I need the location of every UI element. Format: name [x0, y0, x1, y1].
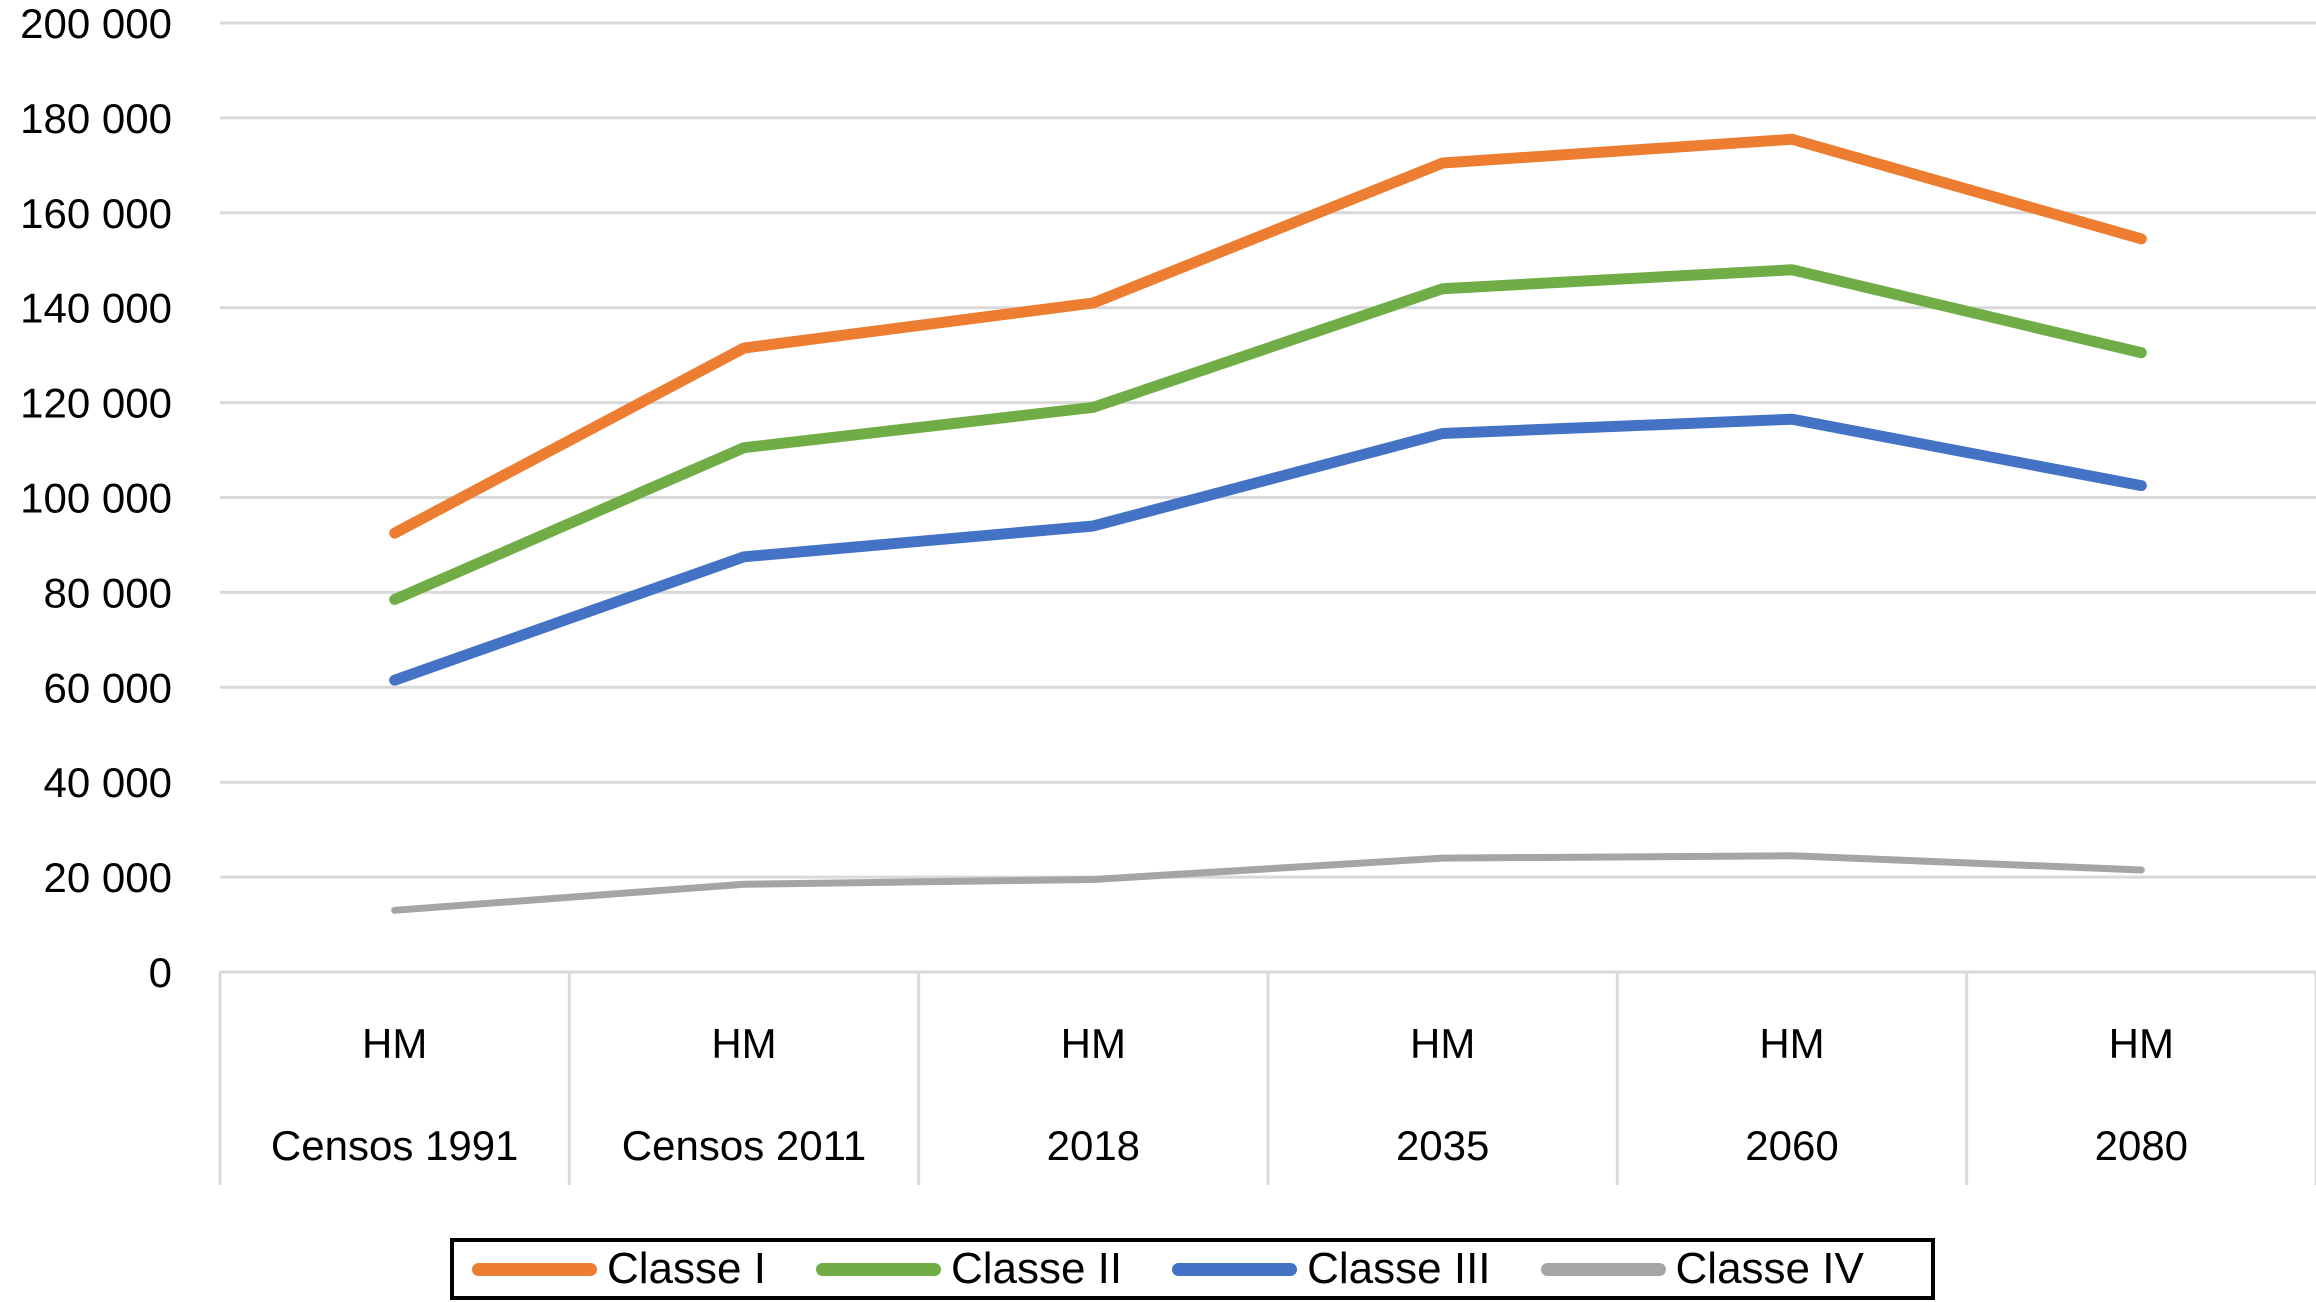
x-axis-category-label-line2: 2080 [2095, 1122, 2188, 1169]
y-axis-tick-label: 20 000 [44, 854, 172, 901]
x-axis-category-label-line2: 2018 [1047, 1122, 1140, 1169]
legend-item-classe-ii: Classe II [815, 1244, 1123, 1294]
legend-swatch-classe-iii [1172, 1262, 1298, 1276]
y-axis-tick-label: 140 000 [20, 285, 172, 332]
y-axis-tick-label: 60 000 [44, 664, 172, 711]
legend-item-classe-i: Classe I [472, 1244, 766, 1294]
y-axis-tick-label: 200 000 [20, 0, 172, 47]
x-axis-category-label-line2: Censos 2011 [622, 1122, 866, 1169]
x-axis-category-label-line2: 2035 [1396, 1122, 1489, 1169]
x-axis-category-label-line2: 2060 [1745, 1122, 1838, 1169]
series-line-classe-iii [389, 413, 2147, 686]
y-axis-tick-label: 100 000 [20, 475, 172, 522]
legend-label: Classe III [1307, 1244, 1491, 1293]
legend-label: Classe IV [1675, 1244, 1864, 1293]
y-axis-tick-label: 40 000 [44, 759, 172, 806]
x-axis-category-label-line1: HM [1759, 1020, 1824, 1067]
y-axis-tick-label: 120 000 [20, 380, 172, 427]
x-axis-category-label-line2: Censos 1991 [271, 1122, 519, 1169]
series-line-classe-ii [389, 264, 2147, 606]
x-axis-category-label-line1: HM [1061, 1020, 1126, 1067]
legend: Classe I Classe II Classe III Classe IV [450, 1238, 1935, 1300]
y-axis-tick-label: 160 000 [20, 190, 172, 237]
y-axis-tick-label: 180 000 [20, 95, 172, 142]
legend-label: Classe I [607, 1244, 766, 1293]
x-axis-category-label-line1: HM [362, 1020, 427, 1067]
x-axis-category-label-line1: HM [1410, 1020, 1475, 1067]
series-line-classe-iv [391, 852, 2145, 914]
legend-swatch-classe-ii [815, 1262, 941, 1276]
y-axis-tick-label: 80 000 [44, 569, 172, 616]
legend-item-classe-iv: Classe IV [1540, 1244, 1864, 1294]
legend-swatch-classe-iv [1540, 1262, 1666, 1276]
x-axis-category-label-line1: HM [2109, 1020, 2174, 1067]
legend-item-classe-iii: Classe III [1172, 1244, 1491, 1294]
y-axis-tick-label: 0 [149, 949, 172, 996]
legend-label: Classe II [950, 1244, 1123, 1293]
x-axis-category-label-line1: HM [711, 1020, 776, 1067]
series-line-classe-i [389, 133, 2147, 539]
legend-swatch-classe-i [472, 1262, 597, 1276]
